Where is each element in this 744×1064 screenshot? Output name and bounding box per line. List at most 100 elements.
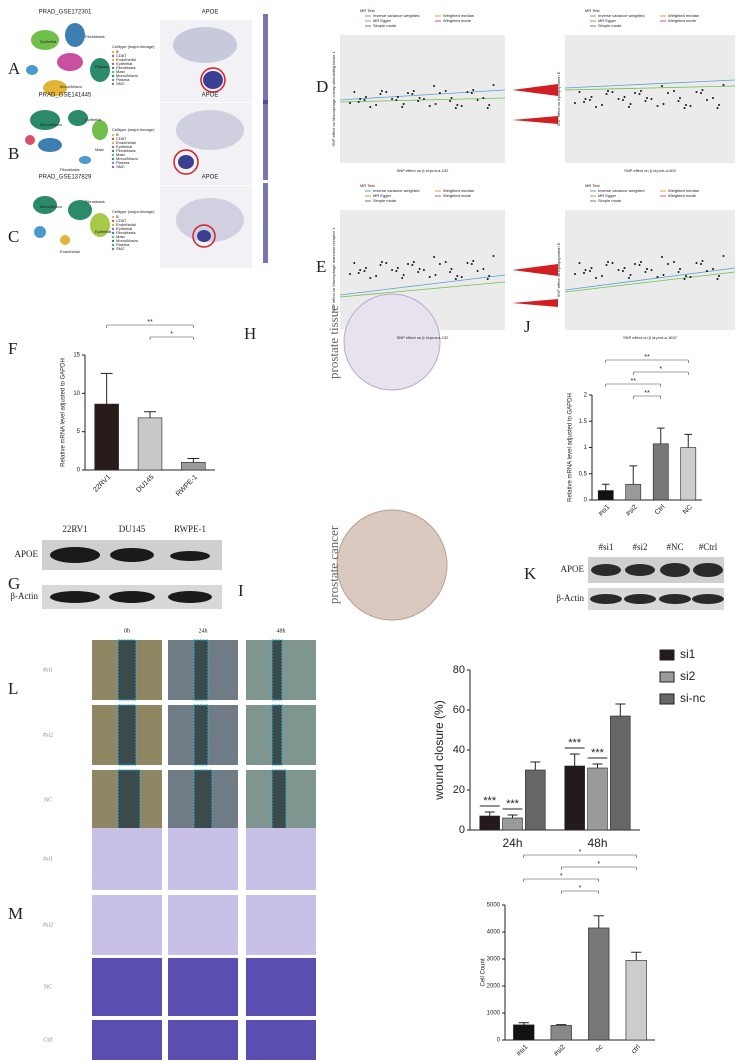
ihc-label: prostate cancer xyxy=(326,525,341,604)
row-label: #si2 xyxy=(43,922,53,928)
legend-item: Fibroblasts xyxy=(116,230,136,235)
snp-point xyxy=(359,269,362,271)
blot-row-label: β-Actin xyxy=(556,593,584,603)
significance: * xyxy=(579,885,582,892)
snp-point xyxy=(411,93,414,95)
snp-point xyxy=(716,107,719,109)
panel-letter: H xyxy=(244,324,256,343)
x-tick-label: #si1 xyxy=(597,504,611,518)
snp-point xyxy=(623,267,626,269)
umap-title: PRAD_GSE172301 xyxy=(39,10,92,16)
transwell-image xyxy=(168,958,238,1016)
legend-dot xyxy=(111,231,115,235)
y-tick-label: 2000 xyxy=(487,984,501,990)
snp-point xyxy=(449,271,452,273)
mr-legend-title: MR Test xyxy=(585,183,600,188)
snp-point xyxy=(601,104,603,106)
snp-point xyxy=(412,90,415,92)
legend-item: Epithelial xyxy=(116,226,132,231)
x-tick-label: #si2 xyxy=(625,504,639,518)
snp-point xyxy=(379,93,382,95)
legend-item: CD8T xyxy=(116,53,127,58)
transwell-image xyxy=(92,828,162,890)
legend-item: Mono/Macro xyxy=(116,73,139,78)
row-label: NC xyxy=(44,797,52,803)
y-tick-label: 0 xyxy=(584,498,588,504)
snp-point xyxy=(607,261,609,263)
legend-label: si2 xyxy=(680,669,696,683)
transwell-image xyxy=(168,828,238,890)
snp-point xyxy=(407,92,409,94)
panel-letter: G xyxy=(8,574,20,593)
snp-point xyxy=(701,260,704,262)
lane-label: #NC xyxy=(666,542,683,552)
bands xyxy=(590,563,724,604)
panel-letter: M xyxy=(8,904,23,923)
snp-point xyxy=(656,105,659,107)
snp-point xyxy=(722,255,725,257)
wound-gap xyxy=(193,639,209,701)
mr-frame xyxy=(565,210,735,330)
mr-legend-item: Inverse variance weighted xyxy=(373,188,419,193)
y-tick-label: 1 xyxy=(584,445,588,451)
snp-point xyxy=(369,106,372,108)
bar xyxy=(94,403,119,471)
x-tick-label: NC xyxy=(682,504,694,516)
bar xyxy=(550,1025,572,1041)
y-axis-label: Relative mRNA level adjusted to GAPDH xyxy=(568,393,574,502)
y-tick-label: 2 xyxy=(584,393,588,399)
snp-point xyxy=(363,99,366,101)
legend-swatch xyxy=(659,649,675,661)
snp-point xyxy=(601,275,603,277)
snp-point xyxy=(418,268,421,270)
snp-point xyxy=(470,92,473,94)
cluster-label: Mono/Macro xyxy=(40,122,63,127)
significance: * xyxy=(597,861,600,868)
transwell-image xyxy=(168,895,238,955)
snp-point xyxy=(444,90,447,92)
panel-letter: D xyxy=(316,77,328,96)
snp-point xyxy=(646,97,648,99)
snp-point xyxy=(683,278,686,280)
snp-point xyxy=(422,98,425,100)
legend-item: Plasma xyxy=(116,77,130,82)
snp-point xyxy=(662,274,665,276)
legend-dot xyxy=(111,50,115,54)
bar xyxy=(625,483,642,501)
snp-point xyxy=(391,269,394,271)
snp-point xyxy=(607,90,609,92)
ihc-image xyxy=(336,509,448,621)
snp-point xyxy=(364,267,367,269)
lane-label: DU145 xyxy=(119,524,146,534)
panel-letter: K xyxy=(524,564,537,583)
snp-point xyxy=(395,270,398,272)
snp-point xyxy=(638,93,641,95)
snp-point xyxy=(407,263,409,265)
mr-legend-item: MR Egger xyxy=(598,193,617,198)
snp-point xyxy=(638,264,641,266)
column-label: 48h xyxy=(277,628,286,634)
snp-point xyxy=(718,275,720,277)
snp-point xyxy=(695,91,698,93)
row-label: #si2 xyxy=(43,732,53,738)
snp-point xyxy=(677,271,680,273)
snp-point xyxy=(661,85,663,87)
snp-point xyxy=(583,272,585,274)
y-tick-label: 20 xyxy=(453,784,465,796)
snp-point xyxy=(391,98,394,100)
snp-point xyxy=(380,90,383,92)
mr-legend-item: Inverse variance weighted xyxy=(598,13,644,18)
snp-point xyxy=(629,274,632,276)
panel-letter: F xyxy=(8,339,17,358)
legend-item: Plasma xyxy=(116,242,130,247)
transwell-image xyxy=(246,958,316,1016)
legend-dot xyxy=(111,82,115,86)
snp-point xyxy=(578,262,581,264)
transwell-image xyxy=(92,1020,162,1060)
snp-point xyxy=(617,269,620,271)
snp-point xyxy=(411,264,414,266)
mr-legend-item: Weighted mode xyxy=(443,193,472,198)
legend-item: Mono/Macro xyxy=(116,238,139,243)
snp-point xyxy=(644,271,647,273)
transwell-image xyxy=(92,958,162,1016)
